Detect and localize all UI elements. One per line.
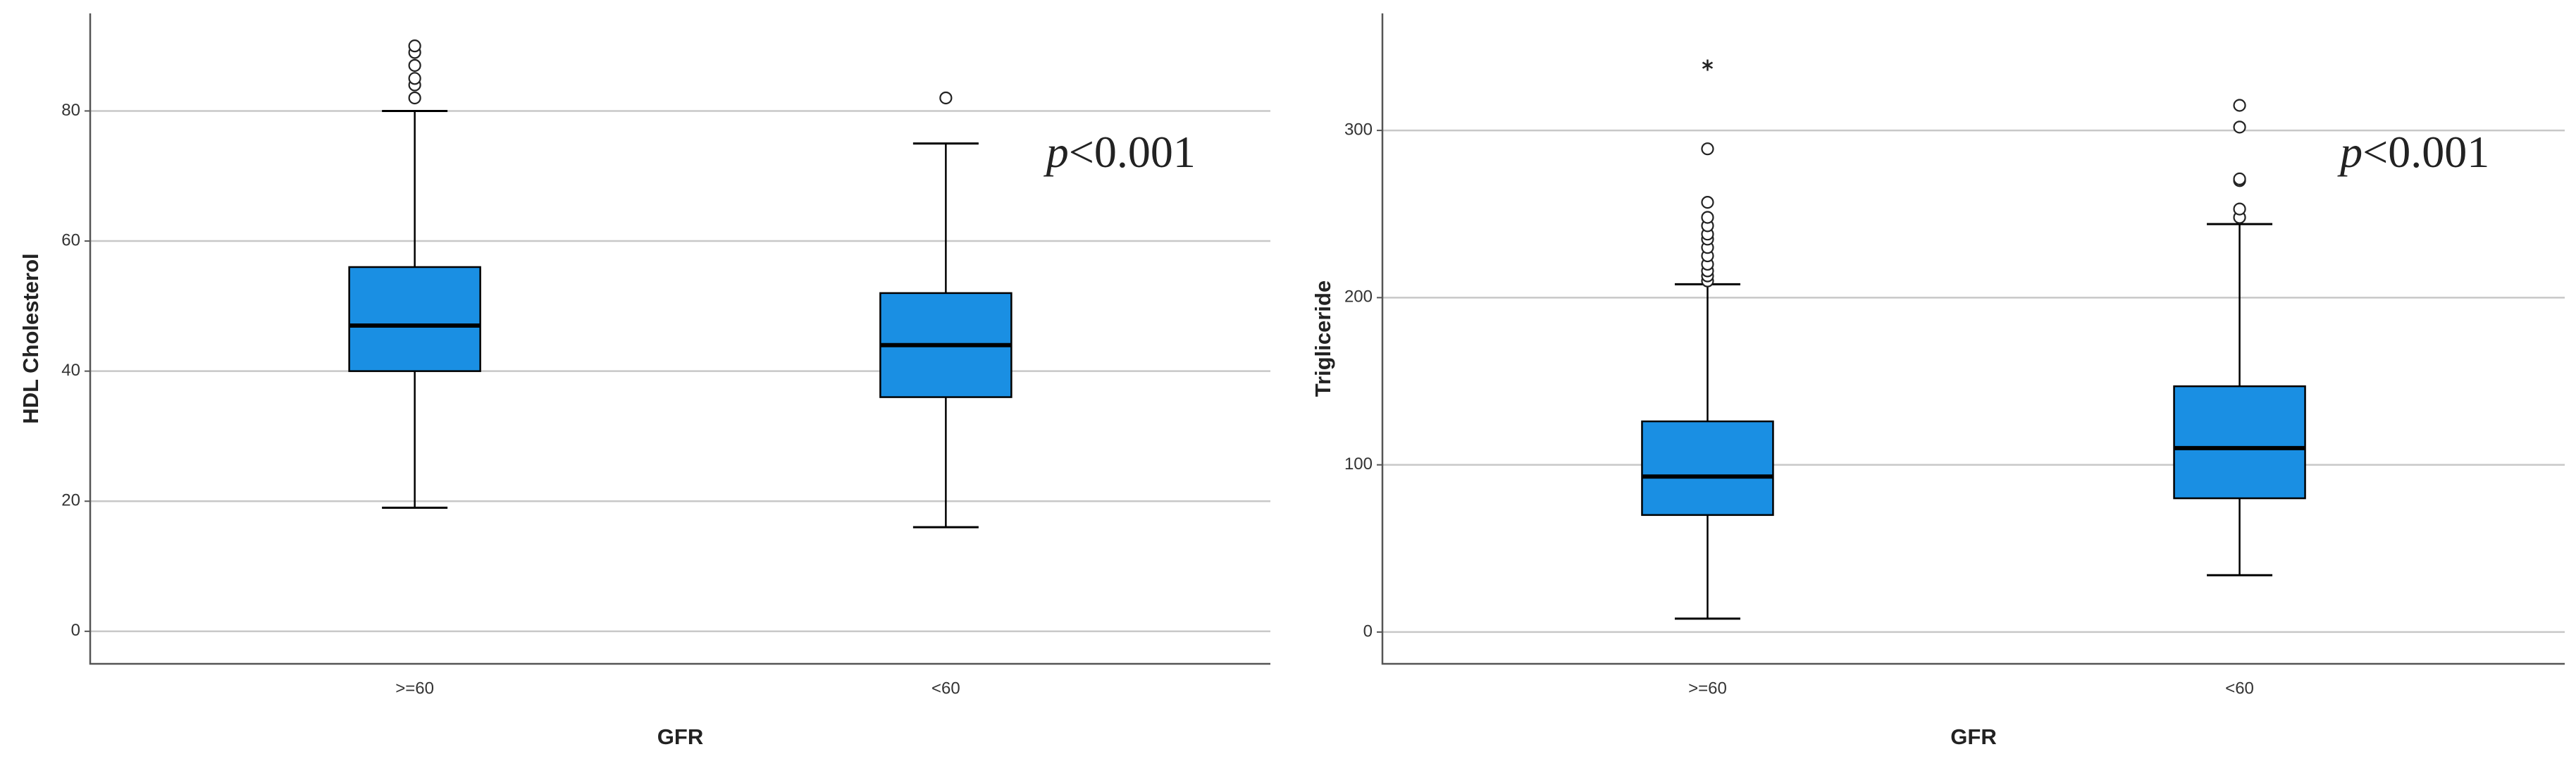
outlier: [2233, 202, 2246, 216]
y-tick-label: 20: [61, 491, 80, 510]
annotation: p<0.001: [1044, 127, 1196, 177]
y-tick-label: 60: [61, 230, 80, 249]
y-tick-label: 100: [1344, 455, 1373, 474]
y-tick-label: 0: [1363, 622, 1373, 641]
x-axis-title: GFR: [1950, 724, 1996, 749]
y-tick-label: 200: [1344, 288, 1373, 307]
box: [2173, 385, 2306, 500]
y-tick-label: 40: [61, 361, 80, 380]
y-axis-title: Trigliceride: [1311, 280, 1335, 397]
annotation-text: <0.001: [1069, 127, 1196, 177]
outlier: [408, 58, 421, 72]
x-tick-label: >=60: [1688, 679, 1727, 698]
outlier: [1701, 211, 1714, 224]
chart: 0 100 200 300 >=60 <60 GFR Trigliceride p<0.001: [1311, 13, 2565, 749]
box: [1641, 420, 1774, 517]
outlier: [1701, 196, 1714, 209]
x-tick-label: <60: [2225, 679, 2254, 698]
outlier: [408, 91, 421, 105]
annotation-italic: p: [1044, 127, 1069, 177]
annotation-text: <0.001: [2363, 127, 2489, 177]
extreme: [1702, 59, 1714, 71]
outlier: [1701, 142, 1714, 156]
x-axis-title: GFR: [657, 724, 703, 749]
annotation: p<0.001: [2337, 127, 2489, 177]
x-tick-label: <60: [931, 679, 960, 698]
outlier: [408, 72, 421, 85]
x-tick-label: >=60: [395, 679, 434, 698]
y-tick-label: 0: [71, 621, 80, 640]
outlier: [2233, 172, 2246, 186]
chart: 0 20 40 60 80 >=60 <60 GFR HDL Cholesterol p<0.00…: [18, 13, 1270, 749]
outlier: [939, 91, 953, 105]
y-axis-title: HDL Cholesterol: [18, 253, 43, 424]
y-tick-label: 300: [1344, 120, 1373, 139]
annotation-italic: p: [2337, 127, 2363, 177]
outlier: [2233, 121, 2246, 134]
y-tick-label: 80: [61, 101, 80, 120]
outlier: [408, 39, 421, 53]
box: [348, 266, 481, 372]
axis: [1381, 13, 2565, 665]
axis: [89, 13, 1270, 665]
outlier: [2233, 99, 2246, 112]
